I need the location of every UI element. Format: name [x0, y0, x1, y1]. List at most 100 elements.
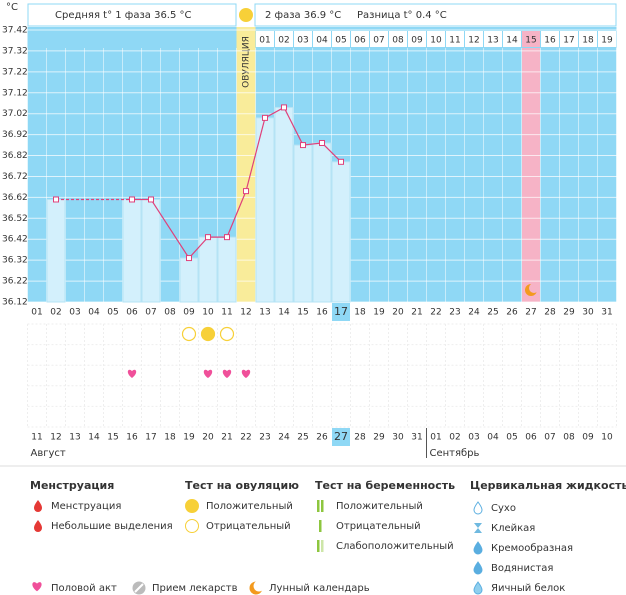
temp-line	[302, 142, 323, 146]
temp-column	[179, 257, 199, 303]
temp-point	[338, 158, 344, 165]
date-label: 01	[430, 433, 441, 443]
cycle-day-label: 13	[259, 308, 270, 318]
post-day-label: 12	[468, 36, 479, 46]
temp-column	[198, 236, 218, 303]
post-day-label: 01	[259, 36, 270, 46]
temp-line	[188, 236, 209, 259]
cycle-day-label: 22	[430, 308, 441, 318]
post-day-label: 08	[392, 36, 404, 46]
temp-column	[217, 236, 237, 303]
legend-title: Тест на беременность	[315, 479, 455, 492]
intercourse-mark	[203, 369, 213, 378]
date-label: 07	[544, 433, 555, 443]
today-date-box	[332, 428, 350, 446]
y-tick-label: 36.32	[2, 256, 28, 266]
temp-point	[281, 104, 287, 111]
intercourse-mark	[241, 369, 251, 378]
highlight-band	[522, 48, 540, 302]
legend-icon	[474, 523, 482, 533]
post-day-cell	[389, 31, 407, 47]
legend-icon	[321, 500, 324, 512]
date-label: 20	[202, 433, 214, 443]
temp-point	[148, 196, 154, 203]
legend-item: Небольшие выделения	[51, 521, 173, 532]
temp-line	[226, 190, 247, 238]
post-day-label: 15	[525, 36, 536, 46]
legend-icon	[32, 582, 42, 592]
date-label: 06	[525, 433, 537, 443]
cycle-day-label: 03	[69, 308, 80, 318]
ovulation-test	[219, 326, 235, 342]
date-label: 16	[126, 433, 138, 443]
cycle-day-label: 21	[411, 308, 422, 318]
legend-icon	[473, 541, 483, 555]
date-label: 22	[240, 433, 251, 443]
cycle-day-label: 23	[449, 308, 460, 318]
post-day-label: 14	[506, 36, 518, 46]
y-tick-label: 36.82	[2, 151, 28, 161]
post-day-cell	[332, 31, 350, 47]
date-label: 19	[183, 433, 195, 443]
post-day-label: 18	[582, 36, 594, 46]
y-tick-label: 36.92	[2, 130, 28, 140]
ovulation-test	[200, 326, 216, 342]
legend-item: Водянистая	[491, 563, 553, 574]
cycle-day-label: 16	[316, 308, 328, 318]
post-day-label: 03	[297, 36, 308, 46]
ovulation-column	[236, 27, 256, 302]
post-day-label: 02	[278, 36, 289, 46]
cycle-day-label: 26	[506, 308, 518, 318]
cycle-day-label: 30	[582, 308, 594, 318]
date-label: 14	[88, 433, 100, 443]
today-box	[332, 303, 350, 321]
date-label: 05	[506, 433, 517, 443]
temp-point	[224, 234, 230, 241]
month-label: Сентябрь	[430, 448, 480, 459]
legend-icon	[34, 500, 42, 512]
cycle-day-label: 07	[145, 308, 156, 318]
date-label: 11	[31, 433, 42, 443]
phase1-text: Средняя t° 1 фаза 36.5 °C	[55, 10, 192, 21]
temp-column	[141, 198, 161, 303]
temp-point	[319, 139, 325, 146]
post-day-label: 07	[373, 36, 384, 46]
date-label: 15	[107, 433, 118, 443]
post-day-label: 05	[335, 36, 346, 46]
cycle-day-label: 06	[126, 308, 138, 318]
y-tick-label: 36.12	[2, 298, 28, 308]
post-day-cell	[579, 31, 597, 47]
date-label: 25	[297, 433, 308, 443]
temp-column	[312, 142, 332, 303]
intercourse-mark	[127, 369, 137, 378]
date-label: 29	[373, 433, 385, 443]
cycle-day-label: 10	[202, 308, 214, 318]
y-tick-label: 37.22	[2, 67, 28, 77]
post-day-label: 04	[316, 36, 328, 46]
date-label: 03	[468, 433, 479, 443]
date-label: 27	[334, 430, 348, 443]
cycle-day-label: 05	[107, 308, 118, 318]
post-day-cell	[351, 31, 369, 47]
date-label: 26	[316, 433, 328, 443]
temp-point	[300, 142, 306, 149]
date-label: 31	[411, 433, 422, 443]
y-tick-label: 36.42	[2, 235, 28, 245]
legend-item: Яичный белок	[491, 583, 565, 594]
temp-point	[243, 188, 249, 195]
post-day-label: 11	[449, 36, 460, 46]
temp-column	[274, 106, 294, 303]
y-tick-label: 37.12	[2, 88, 28, 98]
date-label: 17	[145, 433, 156, 443]
legend-item: Отрицательный	[336, 521, 421, 532]
date-label: 02	[449, 433, 460, 443]
y-tick-label: 37.32	[2, 46, 28, 56]
phase2-box	[254, 3, 617, 27]
legend-icon	[253, 580, 265, 592]
cycle-day-label: 20	[392, 308, 404, 318]
cycle-day-label: 11	[221, 308, 232, 318]
post-day-cell	[370, 31, 388, 47]
cycle-day-label: 17	[334, 305, 348, 318]
temp-line	[264, 106, 285, 119]
